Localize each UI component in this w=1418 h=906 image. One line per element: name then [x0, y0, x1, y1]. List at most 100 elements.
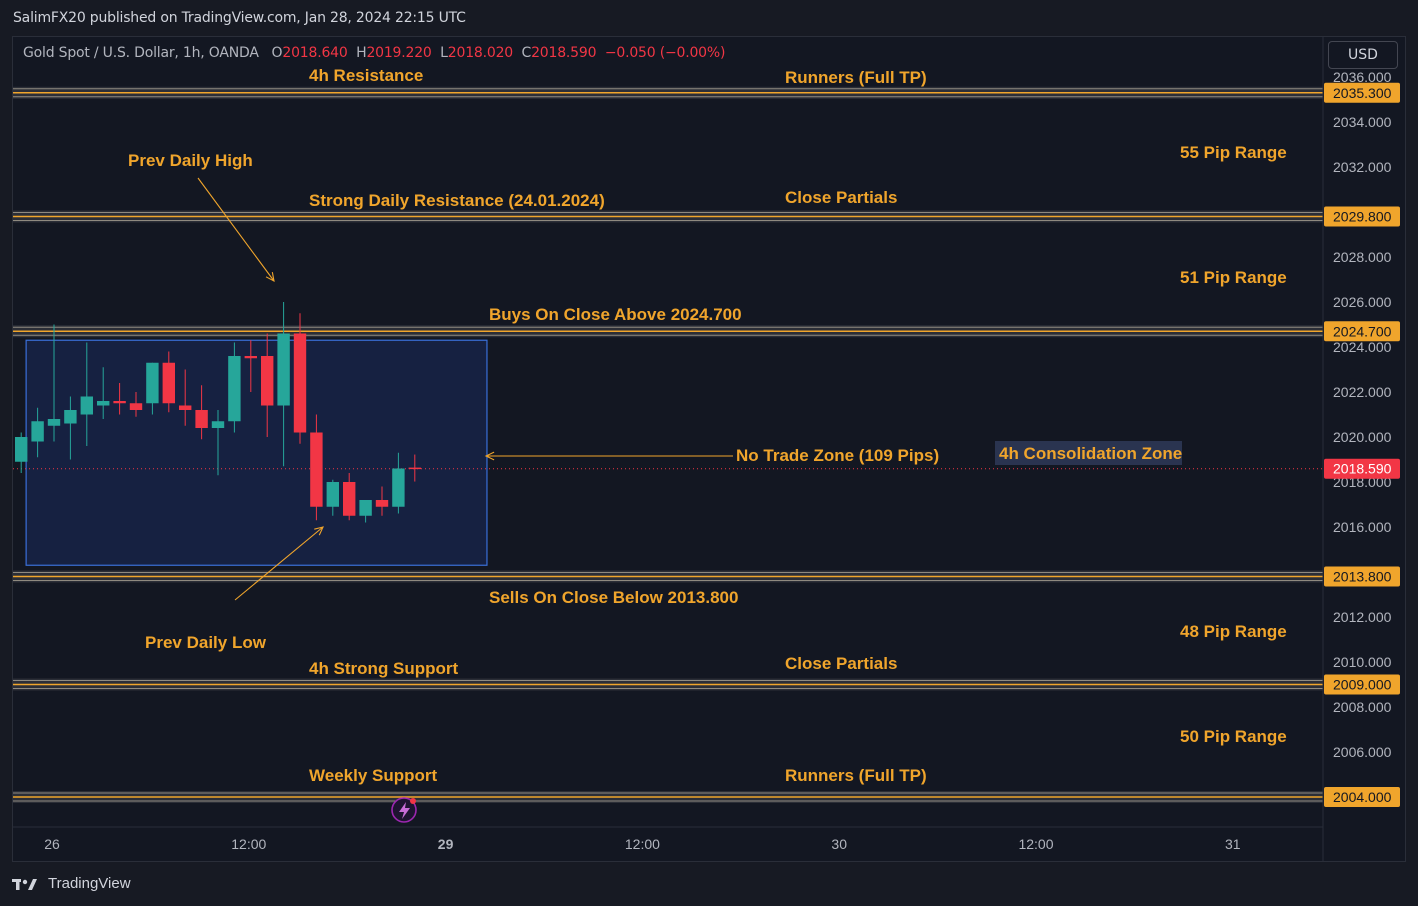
- annotation-a8[interactable]: Buys On Close Above 2024.700: [489, 305, 742, 324]
- brand-name: TradingView: [48, 875, 131, 892]
- candle-body: [31, 421, 44, 442]
- level-price-bg: [1324, 321, 1400, 342]
- level-line[interactable]: [13, 678, 1323, 691]
- candle[interactable]: [277, 302, 290, 467]
- level-price-bg: [1324, 674, 1400, 695]
- candle[interactable]: [195, 385, 208, 440]
- candle[interactable]: [80, 342, 93, 447]
- candle[interactable]: [179, 369, 192, 426]
- time-tick-label: 30: [831, 836, 847, 852]
- annotation-a15[interactable]: 50 Pip Range: [1180, 727, 1287, 746]
- level-line[interactable]: [13, 570, 1323, 583]
- candle[interactable]: [15, 432, 28, 474]
- zone-label-bg: [995, 441, 1182, 465]
- level-price-label[interactable]: 2004.000: [1324, 787, 1400, 807]
- price-tick-label: 2036.000: [1333, 69, 1392, 85]
- prev-high-arrow-head: [265, 272, 275, 283]
- candle-body: [195, 410, 208, 428]
- zone-label[interactable]: 4h Consolidation Zone: [995, 441, 1182, 465]
- candle[interactable]: [47, 324, 61, 442]
- annotation-a16[interactable]: Weekly Support: [309, 766, 437, 785]
- candle[interactable]: [129, 392, 143, 417]
- candle[interactable]: [293, 313, 307, 444]
- annotation-a12[interactable]: Prev Daily Low: [145, 633, 267, 652]
- level-price-label[interactable]: 2013.800: [1324, 566, 1400, 587]
- annotation-a1[interactable]: 4h Resistance: [309, 66, 423, 85]
- candle[interactable]: [244, 340, 257, 392]
- level-line[interactable]: [13, 325, 1323, 338]
- price-tick-label: 2022.000: [1333, 384, 1392, 400]
- time-tick-label: 12:00: [1018, 836, 1053, 852]
- prev-low-arrow[interactable]: [234, 526, 324, 601]
- tradingview-logo[interactable]: TradingView: [12, 875, 131, 892]
- level-line[interactable]: [13, 210, 1323, 223]
- high-value: 2019.220: [366, 45, 432, 61]
- lightning-icon-dot: [410, 798, 416, 804]
- annotation-a4[interactable]: Prev Daily High: [128, 151, 253, 170]
- last-price-label[interactable]: 2018.590: [1324, 458, 1400, 479]
- prev-high-arrow-shaft: [197, 177, 275, 282]
- annotation-a17[interactable]: Runners (Full TP): [785, 766, 927, 785]
- consolidation-zone[interactable]: [25, 339, 488, 566]
- price-tick-label: 2024.000: [1333, 339, 1392, 355]
- candle-body: [47, 419, 61, 426]
- candle[interactable]: [310, 414, 323, 521]
- lightning-icon[interactable]: [391, 797, 417, 823]
- candle[interactable]: [162, 351, 175, 413]
- level-price-label[interactable]: 2029.800: [1324, 206, 1400, 227]
- candle[interactable]: [31, 407, 44, 458]
- level-price-bg: [1324, 787, 1400, 807]
- candle[interactable]: [375, 486, 389, 516]
- candle[interactable]: [343, 473, 356, 521]
- tradingview-logo-icon: [12, 878, 37, 890]
- prev-high-arrow[interactable]: [197, 177, 275, 283]
- candle[interactable]: [97, 367, 110, 419]
- annotation-a3[interactable]: 55 Pip Range: [1180, 143, 1287, 162]
- candle[interactable]: [326, 479, 339, 516]
- candle-body: [228, 356, 241, 422]
- candle[interactable]: [146, 362, 159, 415]
- prev-low-arrow-shaft: [234, 526, 324, 601]
- candle[interactable]: [113, 383, 126, 415]
- candle[interactable]: [211, 410, 225, 476]
- candle-body: [261, 356, 274, 406]
- annotation-a9[interactable]: No Trade Zone (109 Pips): [736, 446, 939, 465]
- price-tick-label: 2028.000: [1333, 249, 1392, 265]
- candle-body: [97, 401, 110, 406]
- annotation-a14[interactable]: Close Partials: [785, 654, 897, 673]
- candle[interactable]: [392, 452, 405, 514]
- candle-body: [408, 467, 421, 470]
- lightning-icon-bolt: [399, 802, 410, 819]
- price-tick-label: 2010.000: [1333, 654, 1392, 670]
- level-price-label[interactable]: 2024.700: [1324, 321, 1400, 342]
- candle[interactable]: [228, 342, 241, 433]
- level-price-label[interactable]: 2035.300: [1324, 82, 1400, 103]
- annotation-a11[interactable]: 48 Pip Range: [1180, 622, 1287, 641]
- candle[interactable]: [359, 500, 372, 523]
- close-value: 2018.590: [531, 45, 597, 61]
- annotation-a10[interactable]: Sells On Close Below 2013.800: [489, 588, 738, 607]
- time-tick-label: 12:00: [231, 836, 266, 852]
- annotation-a2[interactable]: Runners (Full TP): [785, 68, 927, 87]
- level-line[interactable]: [13, 86, 1323, 99]
- annotation-a6[interactable]: Close Partials: [785, 188, 897, 207]
- annotation-a13[interactable]: 4h Strong Support: [309, 659, 459, 678]
- price-tick-label: 2008.000: [1333, 699, 1392, 715]
- candle[interactable]: [261, 333, 274, 438]
- candle-body: [162, 362, 175, 404]
- candle-body: [64, 410, 77, 424]
- level-price-label[interactable]: 2009.000: [1324, 674, 1400, 695]
- candle-body: [359, 500, 372, 516]
- level-line[interactable]: [13, 791, 1323, 803]
- candle-body: [392, 468, 405, 507]
- currency-selector[interactable]: USD: [1328, 41, 1398, 69]
- change-value: −0.050 (−0.00%): [604, 45, 726, 61]
- symbol-description[interactable]: Gold Spot / U.S. Dollar, 1h, OANDA: [23, 45, 259, 61]
- candle[interactable]: [408, 454, 421, 482]
- low-value: 2018.020: [447, 45, 513, 61]
- no-trade-arrow[interactable]: [484, 451, 733, 461]
- annotation-a5[interactable]: Strong Daily Resistance (24.01.2024): [309, 191, 605, 210]
- annotation-a7[interactable]: 51 Pip Range: [1180, 268, 1287, 287]
- candle[interactable]: [64, 396, 77, 460]
